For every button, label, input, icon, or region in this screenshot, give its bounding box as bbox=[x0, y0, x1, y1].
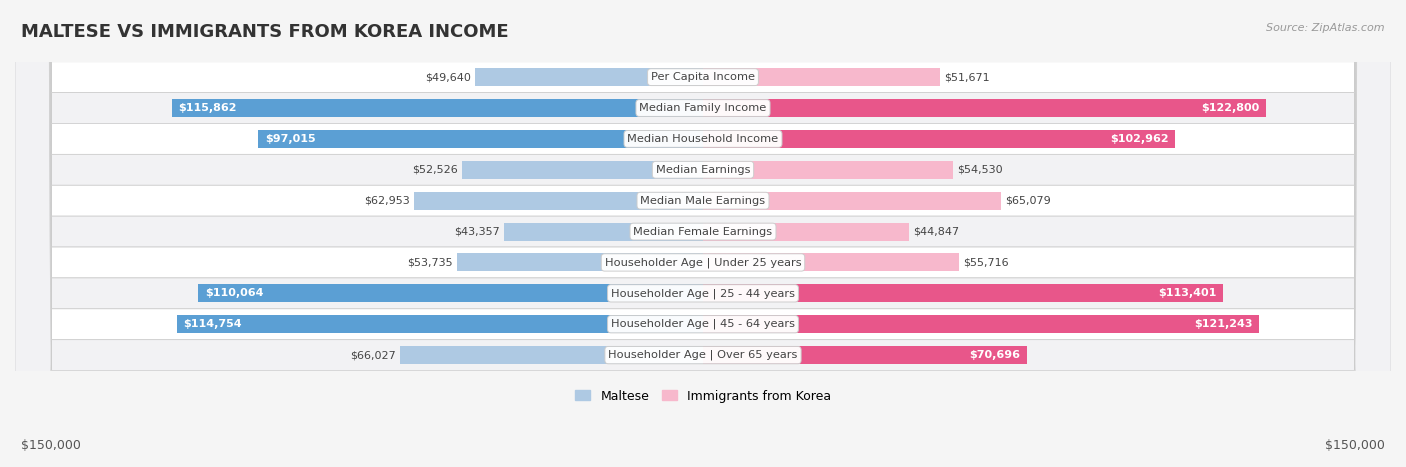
FancyBboxPatch shape bbox=[15, 0, 1391, 467]
Text: $70,696: $70,696 bbox=[969, 350, 1021, 360]
Bar bbox=[463, 161, 703, 179]
Text: $113,401: $113,401 bbox=[1159, 288, 1216, 298]
FancyBboxPatch shape bbox=[15, 0, 1391, 467]
Bar bbox=[172, 99, 703, 117]
FancyBboxPatch shape bbox=[15, 0, 1391, 467]
Text: $51,671: $51,671 bbox=[943, 72, 990, 82]
Bar bbox=[703, 346, 1028, 364]
Text: $121,243: $121,243 bbox=[1194, 319, 1253, 329]
Bar bbox=[259, 130, 703, 148]
Text: $65,079: $65,079 bbox=[1005, 196, 1052, 205]
Bar bbox=[703, 68, 941, 86]
Bar bbox=[457, 254, 703, 271]
Text: $52,526: $52,526 bbox=[412, 165, 458, 175]
FancyBboxPatch shape bbox=[15, 0, 1391, 467]
Bar bbox=[703, 315, 1260, 333]
Legend: Maltese, Immigrants from Korea: Maltese, Immigrants from Korea bbox=[571, 384, 835, 408]
Text: Median Household Income: Median Household Income bbox=[627, 134, 779, 144]
Bar bbox=[505, 223, 703, 241]
Bar bbox=[177, 315, 703, 333]
Text: Source: ZipAtlas.com: Source: ZipAtlas.com bbox=[1267, 23, 1385, 33]
Bar bbox=[703, 223, 908, 241]
Text: $62,953: $62,953 bbox=[364, 196, 411, 205]
Text: $54,530: $54,530 bbox=[957, 165, 1002, 175]
Text: $150,000: $150,000 bbox=[1324, 439, 1385, 452]
Text: $43,357: $43,357 bbox=[454, 226, 501, 237]
Text: Householder Age | Under 25 years: Householder Age | Under 25 years bbox=[605, 257, 801, 268]
Text: $49,640: $49,640 bbox=[425, 72, 471, 82]
FancyBboxPatch shape bbox=[15, 0, 1391, 467]
Text: $44,847: $44,847 bbox=[912, 226, 959, 237]
Text: Median Male Earnings: Median Male Earnings bbox=[641, 196, 765, 205]
Text: $114,754: $114,754 bbox=[184, 319, 242, 329]
Bar bbox=[703, 254, 959, 271]
Text: MALTESE VS IMMIGRANTS FROM KOREA INCOME: MALTESE VS IMMIGRANTS FROM KOREA INCOME bbox=[21, 23, 509, 42]
Bar bbox=[703, 130, 1175, 148]
Text: $150,000: $150,000 bbox=[21, 439, 82, 452]
Bar bbox=[415, 192, 703, 210]
Text: Householder Age | 25 - 44 years: Householder Age | 25 - 44 years bbox=[612, 288, 794, 298]
Text: Median Family Income: Median Family Income bbox=[640, 103, 766, 113]
Bar bbox=[401, 346, 703, 364]
FancyBboxPatch shape bbox=[15, 0, 1391, 467]
Bar bbox=[703, 284, 1223, 302]
Text: Per Capita Income: Per Capita Income bbox=[651, 72, 755, 82]
Text: $122,800: $122,800 bbox=[1201, 103, 1260, 113]
Text: Median Female Earnings: Median Female Earnings bbox=[634, 226, 772, 237]
Text: Median Earnings: Median Earnings bbox=[655, 165, 751, 175]
FancyBboxPatch shape bbox=[15, 0, 1391, 467]
Text: Householder Age | 45 - 64 years: Householder Age | 45 - 64 years bbox=[612, 319, 794, 330]
Bar bbox=[703, 99, 1267, 117]
Text: Householder Age | Over 65 years: Householder Age | Over 65 years bbox=[609, 350, 797, 361]
Bar bbox=[198, 284, 703, 302]
Text: $110,064: $110,064 bbox=[205, 288, 263, 298]
Text: $66,027: $66,027 bbox=[350, 350, 396, 360]
FancyBboxPatch shape bbox=[15, 0, 1391, 467]
Text: $53,735: $53,735 bbox=[406, 257, 453, 268]
Bar bbox=[703, 161, 953, 179]
Text: $97,015: $97,015 bbox=[264, 134, 315, 144]
Text: $102,962: $102,962 bbox=[1109, 134, 1168, 144]
Text: $55,716: $55,716 bbox=[963, 257, 1008, 268]
FancyBboxPatch shape bbox=[15, 0, 1391, 467]
Text: $115,862: $115,862 bbox=[179, 103, 238, 113]
FancyBboxPatch shape bbox=[15, 0, 1391, 467]
Bar bbox=[475, 68, 703, 86]
Bar bbox=[703, 192, 1001, 210]
